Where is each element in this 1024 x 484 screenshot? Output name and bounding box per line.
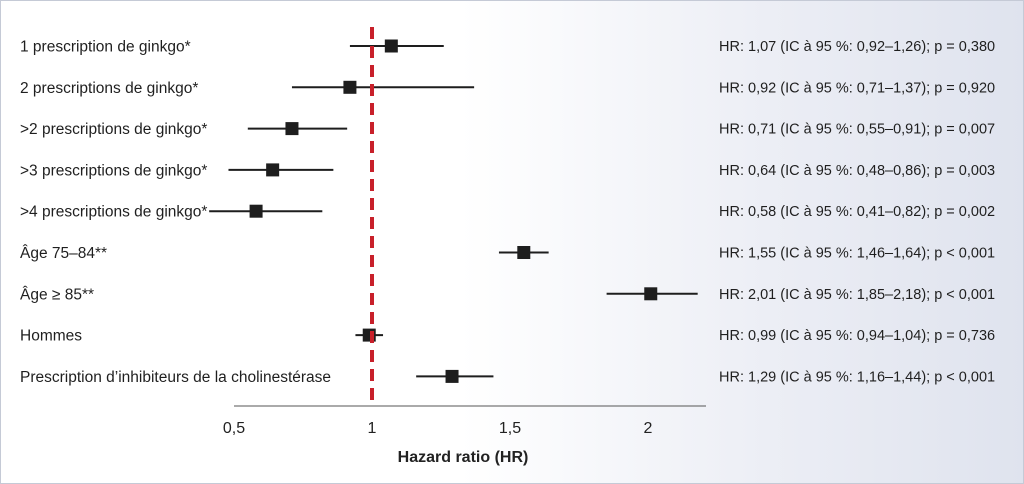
hr-marker bbox=[266, 163, 280, 177]
x-tick-label: 0,5 bbox=[223, 420, 245, 437]
row-label: 2 prescriptions de ginkgo* bbox=[20, 80, 198, 97]
forest-row: >3 prescriptions de ginkgo* HR: 0,64 (IC … bbox=[20, 162, 995, 179]
x-tick-label: 1 bbox=[368, 420, 377, 437]
row-stat: HR: 1,29 (IC à 95 %: 1,16–1,44); p < 0,0… bbox=[719, 369, 995, 385]
row-label: >2 prescriptions de ginkgo* bbox=[20, 121, 207, 138]
forest-row: Âge 75–84** HR: 1,55 (IC à 95 %: 1,46–1,6… bbox=[20, 245, 995, 262]
hr-marker bbox=[384, 39, 398, 53]
x-ticks: 0,5 1 1,5 2 bbox=[223, 420, 653, 437]
hr-marker bbox=[517, 246, 531, 259]
hr-marker bbox=[343, 80, 357, 94]
row-stat: HR: 1,07 (IC à 95 %: 0,92–1,26); p = 0,3… bbox=[719, 39, 995, 55]
row-stat: HR: 0,71 (IC à 95 %: 0,55–0,91); p = 0,0… bbox=[719, 122, 995, 138]
row-label: Prescription d’inhibiteurs de la choline… bbox=[20, 369, 331, 386]
row-label: Âge 75–84** bbox=[20, 245, 107, 262]
x-axis-label: Hazard ratio (HR) bbox=[398, 449, 529, 466]
forest-rows: 1 prescription de ginkgo* HR: 1,07 (IC à … bbox=[20, 39, 995, 386]
row-label: 1 prescription de ginkgo* bbox=[20, 39, 191, 56]
row-stat: HR: 1,55 (IC à 95 %: 1,46–1,64); p < 0,0… bbox=[719, 246, 995, 262]
hr-marker bbox=[445, 369, 459, 383]
forest-row: >4 prescriptions de ginkgo* HR: 0,58 (IC … bbox=[20, 204, 995, 221]
forest-row: >2 prescriptions de ginkgo* HR: 0,71 (IC … bbox=[20, 121, 995, 138]
row-stat: HR: 0,92 (IC à 95 %: 0,71–1,37); p = 0,9… bbox=[719, 80, 995, 96]
row-label: >3 prescriptions de ginkgo* bbox=[20, 162, 207, 179]
forest-row: 1 prescription de ginkgo* HR: 1,07 (IC à … bbox=[20, 39, 995, 56]
hr-marker bbox=[644, 287, 658, 301]
row-label: Hommes bbox=[20, 328, 82, 345]
row-stat: HR: 0,64 (IC à 95 %: 0,48–0,86); p = 0,0… bbox=[719, 163, 995, 179]
forest-row: 2 prescriptions de ginkgo* HR: 0,92 (IC à… bbox=[20, 80, 995, 97]
hr-marker bbox=[249, 204, 263, 218]
row-label: Âge ≥ 85** bbox=[20, 286, 94, 303]
row-label: >4 prescriptions de ginkgo* bbox=[20, 204, 207, 221]
row-stat: HR: 2,01 (IC à 95 %: 1,85–2,18); p < 0,0… bbox=[719, 287, 995, 303]
forest-row: Âge ≥ 85** HR: 2,01 (IC à 95 %: 1,85–2,18… bbox=[20, 286, 995, 303]
x-tick-label: 2 bbox=[644, 420, 653, 437]
forest-row: Prescription d’inhibiteurs de la choline… bbox=[20, 369, 995, 386]
row-stat: HR: 0,99 (IC à 95 %: 0,94–1,04); p = 0,7… bbox=[719, 328, 995, 344]
row-stat: HR: 0,58 (IC à 95 %: 0,41–0,82); p = 0,0… bbox=[719, 204, 995, 220]
forest-row: Hommes HR: 0,99 (IC à 95 %: 0,94–1,04); p… bbox=[20, 328, 995, 345]
hr-marker bbox=[285, 122, 299, 136]
x-tick-label: 1,5 bbox=[499, 420, 521, 437]
